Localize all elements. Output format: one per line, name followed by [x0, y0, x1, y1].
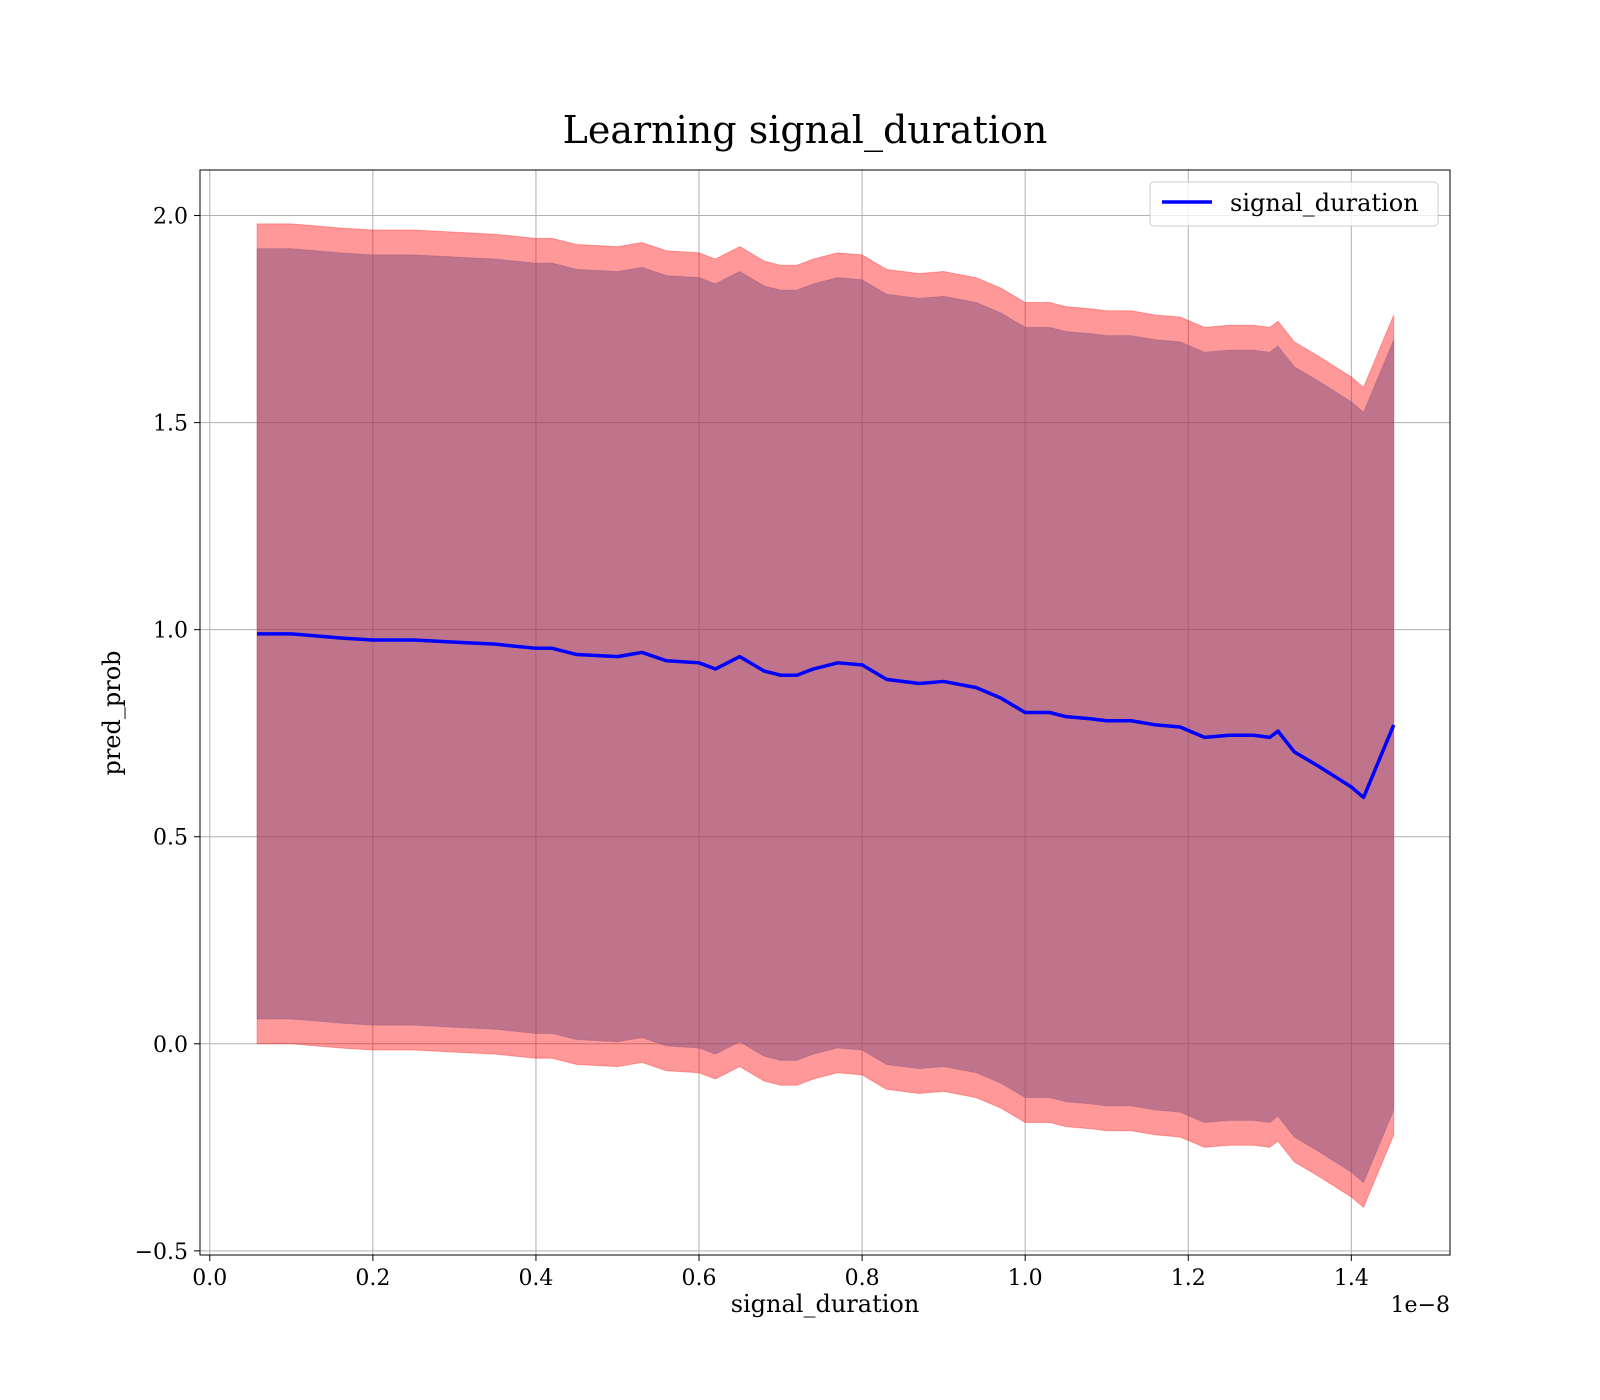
- series-lines: [257, 632, 1396, 800]
- y-tick-label: −0.5: [135, 1240, 188, 1265]
- x-tick-label: 0.2: [355, 1266, 390, 1291]
- x-axis-label: signal_duration: [731, 1290, 920, 1318]
- x-tick-label: 1.4: [1334, 1266, 1369, 1291]
- y-tick-label: 1.5: [153, 412, 188, 437]
- y-axis-ticks: −0.5 0.0 0.5 1.0 1.5 2.0: [135, 205, 200, 1265]
- confidence-band-1: [256, 248, 1395, 1184]
- legend-entry-label: signal_duration: [1230, 189, 1419, 217]
- chart-title: Learning signal_duration: [563, 108, 1048, 153]
- y-tick-label: 0.5: [153, 826, 188, 851]
- x-tick-label: 0.8: [845, 1266, 880, 1291]
- confidence-bands: [256, 223, 1395, 1209]
- x-axis-ticks: 0.0 0.2 0.4 0.6 0.8 1.0 1.2 1.4: [192, 1255, 1369, 1291]
- y-tick-label: 0.0: [153, 1033, 188, 1058]
- x-tick-label: 1.2: [1171, 1266, 1206, 1291]
- series-line-0: [257, 632, 1396, 800]
- legend: signal_duration: [1149, 181, 1439, 227]
- x-tick-label: 1.0: [1008, 1266, 1043, 1291]
- legend-box: [1149, 181, 1439, 227]
- x-tick-label: 0.6: [682, 1266, 717, 1291]
- x-axis-offset-label: 1e−8: [1391, 1293, 1450, 1318]
- y-tick-label: 1.0: [153, 619, 188, 644]
- x-tick-label: 0.0: [192, 1266, 227, 1291]
- y-tick-label: 2.0: [153, 205, 188, 230]
- y-axis-label: pred_prob: [98, 650, 126, 775]
- x-tick-label: 0.4: [518, 1266, 553, 1291]
- plot-frame: [199, 169, 1451, 1256]
